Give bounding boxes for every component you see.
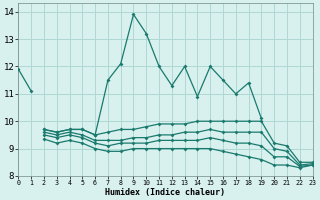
X-axis label: Humidex (Indice chaleur): Humidex (Indice chaleur) xyxy=(106,188,226,197)
